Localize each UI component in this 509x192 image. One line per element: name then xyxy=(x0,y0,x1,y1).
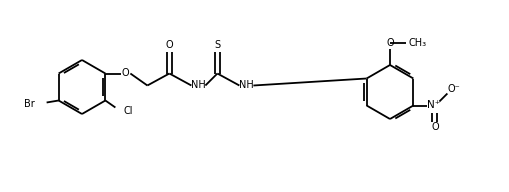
Text: S: S xyxy=(214,40,220,50)
Text: Br: Br xyxy=(24,99,35,109)
Text: O: O xyxy=(165,40,173,50)
Text: O⁻: O⁻ xyxy=(446,84,459,94)
Text: O: O xyxy=(121,69,129,79)
Text: O: O xyxy=(431,122,438,132)
Text: Cl: Cl xyxy=(123,105,133,116)
Text: O: O xyxy=(385,38,393,48)
Text: NH: NH xyxy=(191,80,205,90)
Text: N⁺: N⁺ xyxy=(426,100,439,111)
Text: CH₃: CH₃ xyxy=(408,38,426,48)
Text: NH: NH xyxy=(239,80,253,90)
